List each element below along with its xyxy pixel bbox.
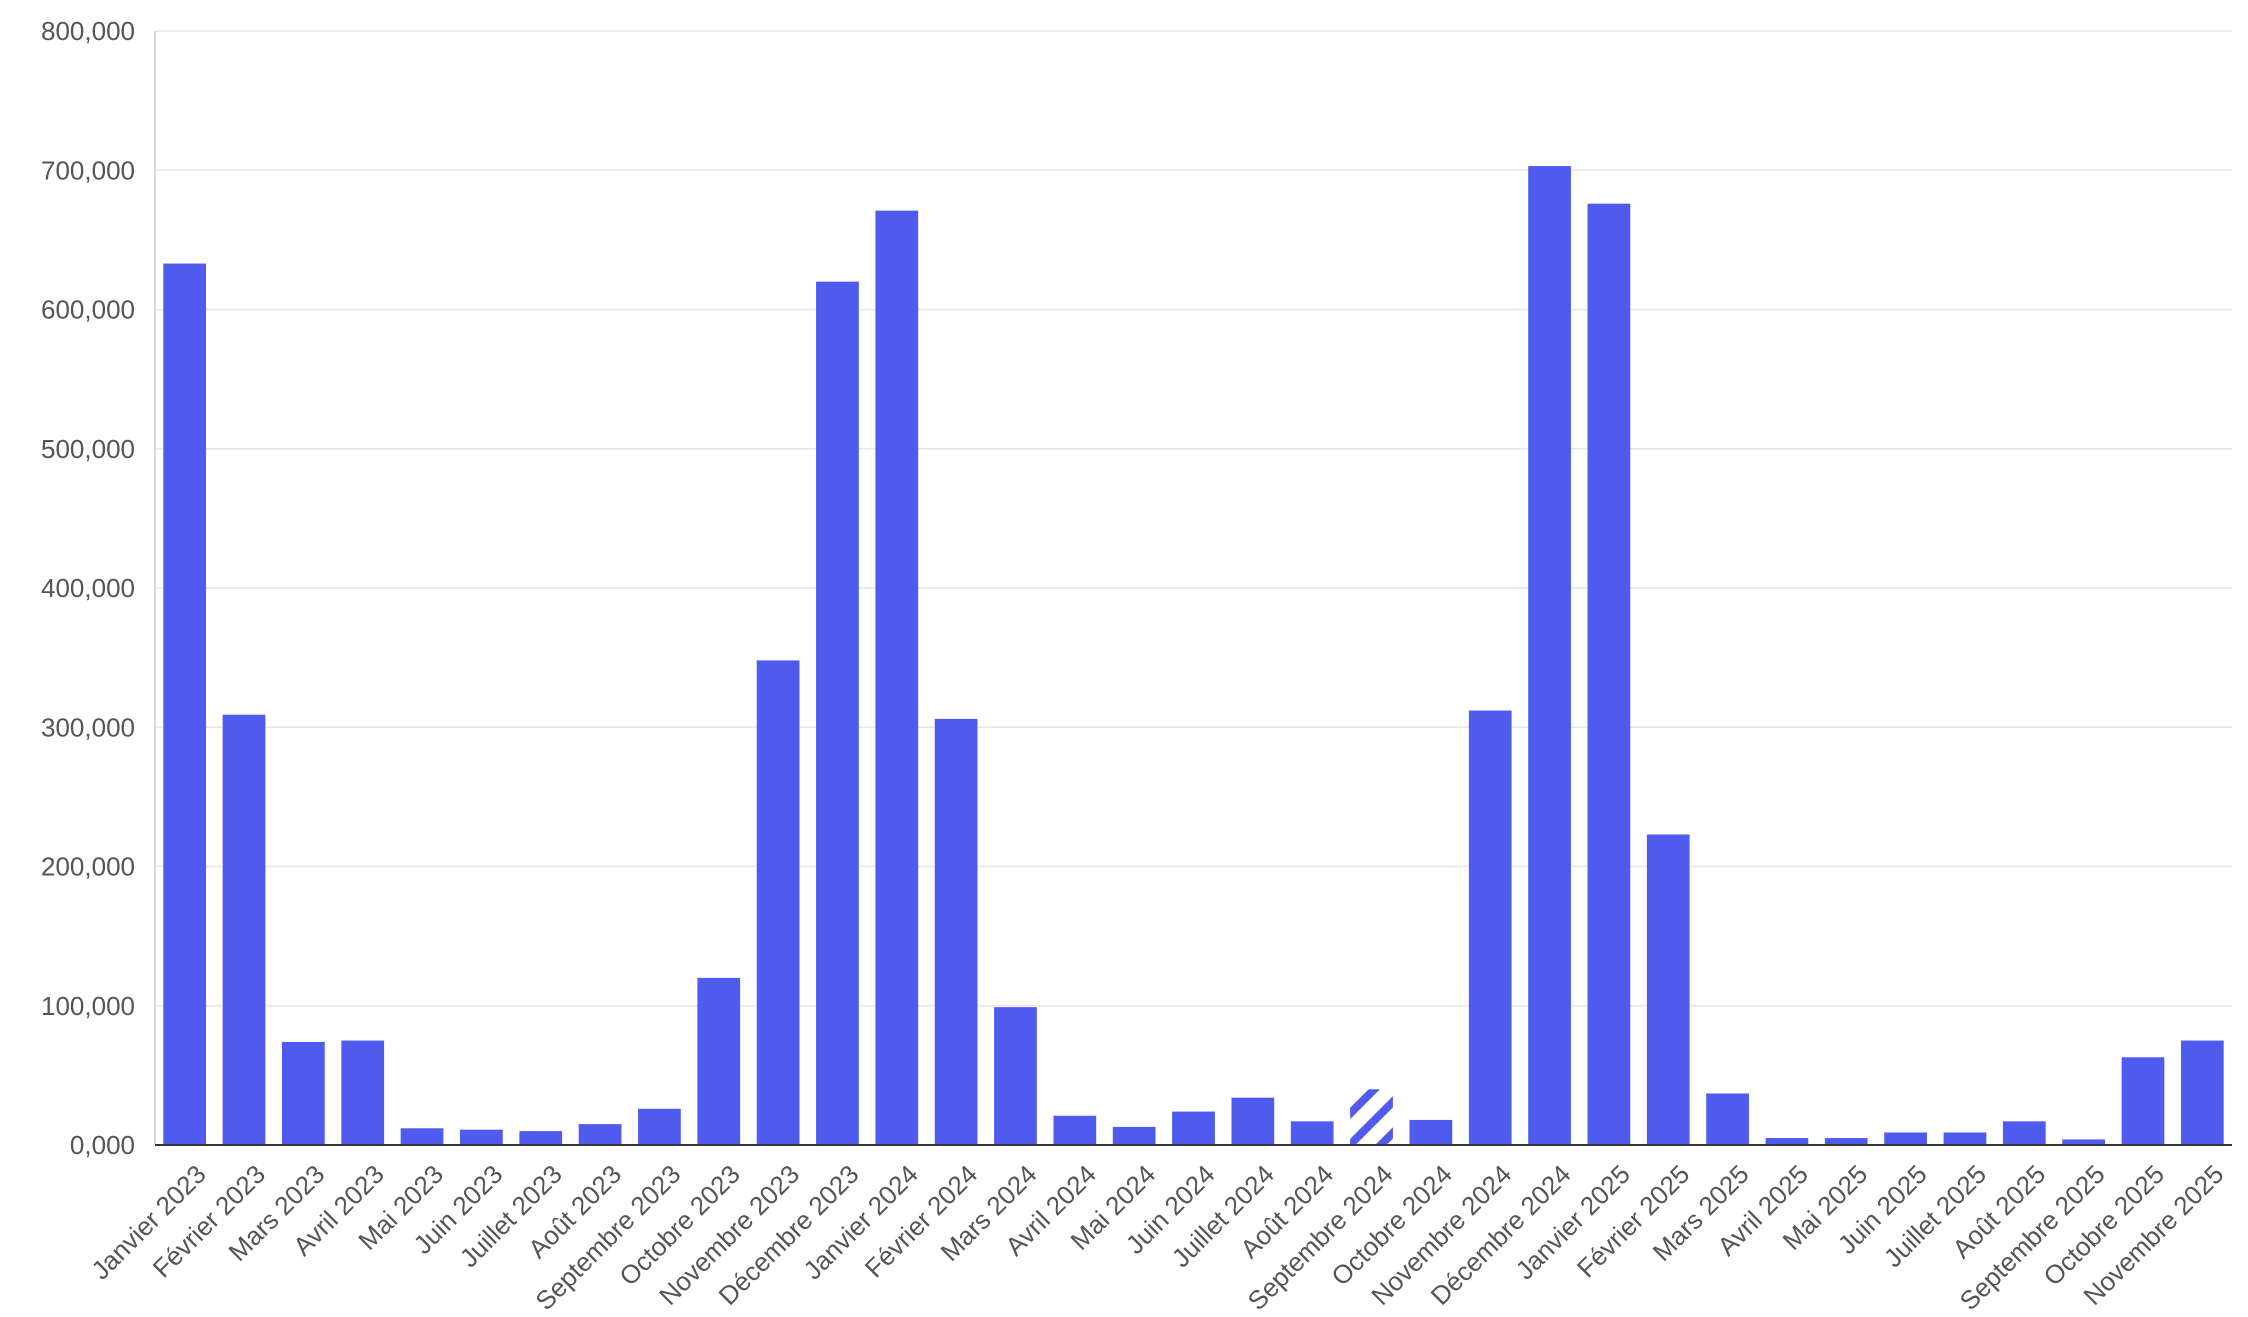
- y-tick-label: 600,000: [41, 295, 135, 325]
- bar[interactable]: [1943, 1132, 1987, 1145]
- bar[interactable]: [1646, 834, 1690, 1145]
- bar[interactable]: [756, 660, 800, 1145]
- y-tick-label: 300,000: [41, 712, 135, 742]
- bar[interactable]: [994, 1007, 1037, 1145]
- bar[interactable]: [875, 210, 919, 1145]
- bar[interactable]: [1409, 1119, 1453, 1145]
- y-tick-label: 500,000: [41, 434, 135, 464]
- bar[interactable]: [281, 1041, 325, 1145]
- bar[interactable]: [341, 1040, 385, 1145]
- bar[interactable]: [1468, 710, 1512, 1145]
- bar[interactable]: [1231, 1097, 1275, 1145]
- bar[interactable]: [1290, 1121, 1334, 1145]
- bar[interactable]: [934, 718, 978, 1145]
- bar[interactable]: [1884, 1132, 1927, 1145]
- bar[interactable]: [519, 1131, 563, 1145]
- axes: [154, 31, 2232, 1146]
- y-tick-label: 200,000: [41, 852, 135, 882]
- bar[interactable]: [1765, 1138, 1809, 1145]
- bar[interactable]: [1706, 1093, 1749, 1145]
- bar[interactable]: [2180, 1040, 2224, 1145]
- bar[interactable]: [2062, 1139, 2106, 1145]
- y-axis-tick-labels: 0,000 100,000 200,000 300,000 400,000 500,000…: [41, 16, 135, 1160]
- bar[interactable]: [638, 1108, 681, 1145]
- bar[interactable]: [222, 714, 266, 1145]
- bar[interactable]: [1528, 166, 1571, 1145]
- y-tick-label: 100,000: [41, 991, 135, 1021]
- bar[interactable]: [163, 263, 207, 1145]
- bar[interactable]: [2121, 1057, 2165, 1145]
- bar[interactable]: [1350, 1089, 1393, 1145]
- bar[interactable]: [1172, 1111, 1215, 1145]
- y-tick-label: 700,000: [41, 155, 135, 185]
- bar[interactable]: [400, 1128, 444, 1145]
- y-tick-label: 800,000: [41, 16, 135, 46]
- bar[interactable]: [1112, 1126, 1156, 1145]
- y-tick-label: 400,000: [41, 573, 135, 603]
- bar[interactable]: [697, 977, 741, 1145]
- bar[interactable]: [1587, 203, 1631, 1146]
- bar[interactable]: [578, 1124, 622, 1145]
- bar[interactable]: [816, 281, 859, 1145]
- bar[interactable]: [2002, 1121, 2046, 1145]
- bar[interactable]: [1053, 1115, 1097, 1145]
- grid-lines: [155, 30, 2232, 1007]
- bar[interactable]: [1824, 1138, 1868, 1145]
- bars: [163, 166, 2224, 1146]
- y-tick-label: 0,000: [70, 1130, 135, 1160]
- bar[interactable]: [460, 1129, 503, 1145]
